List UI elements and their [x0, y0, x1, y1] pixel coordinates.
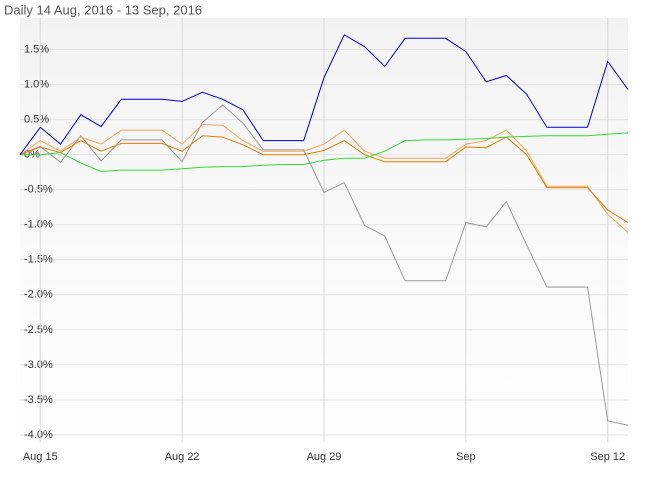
y-tick-label: 0.5%	[24, 114, 49, 126]
y-tick-label: -2.5%	[24, 324, 53, 336]
x-tick-label: Sep 12	[590, 451, 625, 463]
chart-title: Daily 14 Aug, 2016 - 13 Sep, 2016	[4, 2, 202, 17]
y-tick-label: -4.0%	[24, 429, 53, 441]
x-tick-label: Aug 15	[23, 451, 58, 463]
x-tick-label: Sep	[456, 451, 476, 463]
y-tick-label: -3.5%	[24, 394, 53, 406]
x-tick-label: Aug 29	[307, 451, 342, 463]
y-tick-label: 1.5%	[24, 43, 49, 55]
series-line	[19, 34, 629, 155]
y-tick-label: 1.0%	[24, 78, 49, 90]
series-line	[19, 135, 629, 224]
y-tick-label: -1.0%	[24, 219, 53, 231]
y-tick-label: -1.5%	[24, 254, 53, 266]
series-line	[19, 104, 629, 426]
y-tick-label: -2.0%	[24, 289, 53, 301]
y-tick-label: -3.0%	[24, 359, 53, 371]
series-line	[20, 132, 629, 173]
y-tick-label: -0.5%	[24, 184, 53, 196]
x-tick-label: Aug 22	[165, 451, 200, 463]
series-line	[19, 123, 629, 233]
